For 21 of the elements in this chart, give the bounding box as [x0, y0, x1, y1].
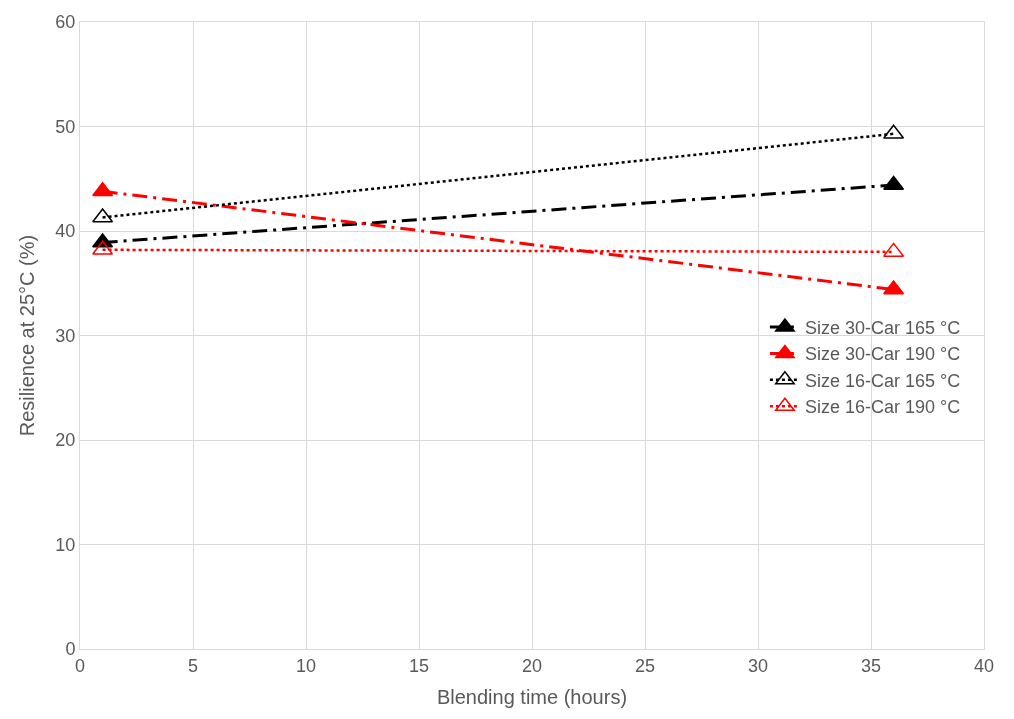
- x-tick-label: 15: [408, 655, 430, 676]
- y-tick-label: 30: [55, 325, 76, 346]
- legend-label: Size 30-Car 190 °C: [804, 344, 961, 365]
- y-tick-label: 60: [55, 12, 76, 33]
- x-tick-label: 35: [860, 655, 882, 676]
- x-tick-label: 40: [973, 655, 995, 676]
- x-tick-label: 5: [187, 655, 199, 676]
- x-tick-label: 30: [747, 655, 769, 676]
- y-tick-label: 10: [55, 534, 76, 555]
- x-tick-label: 10: [295, 655, 317, 676]
- legend-label: Size 16-Car 190 °C: [804, 397, 961, 418]
- x-axis-title: Blending time (hours): [436, 686, 628, 709]
- x-tick-label: 25: [634, 655, 656, 676]
- y-axis-title: Resilience at 25°C (%): [15, 234, 38, 437]
- y-tick-label: 50: [55, 116, 76, 137]
- y-tick-label: 40: [55, 221, 76, 242]
- x-tick-label: 20: [521, 655, 543, 676]
- legend-label: Size 30-Car 165 °C: [804, 318, 961, 339]
- y-tick-label: 0: [65, 639, 76, 660]
- legend-label: Size 16-Car 165 °C: [804, 370, 961, 391]
- y-tick-label: 20: [55, 430, 76, 451]
